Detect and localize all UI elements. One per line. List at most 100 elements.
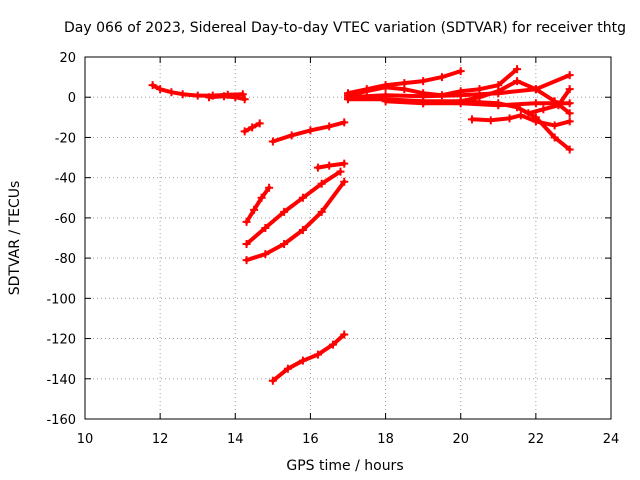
data-point xyxy=(381,83,390,92)
data-point xyxy=(193,91,202,100)
series-layer xyxy=(148,65,574,385)
y-tick-label: -40 xyxy=(55,172,76,187)
x-tick-label: 20 xyxy=(452,432,469,447)
data-point xyxy=(565,99,574,108)
data-point xyxy=(317,179,326,188)
data-point xyxy=(280,240,289,249)
data-point xyxy=(313,350,322,359)
data-point xyxy=(242,217,251,226)
x-tick-label: 10 xyxy=(77,432,94,447)
data-point xyxy=(268,137,277,146)
series-3 xyxy=(240,119,264,136)
data-point xyxy=(298,225,307,234)
data-point xyxy=(156,85,165,94)
data-point xyxy=(400,85,409,94)
series-5 xyxy=(242,167,345,249)
data-point xyxy=(178,90,187,99)
data-point xyxy=(231,93,240,102)
data-point xyxy=(565,109,574,118)
data-point xyxy=(280,207,289,216)
data-point xyxy=(505,114,514,123)
series-15 xyxy=(419,99,574,110)
data-point xyxy=(565,117,574,126)
series-16 xyxy=(467,111,574,130)
data-point xyxy=(317,207,326,216)
series-6 xyxy=(242,177,349,265)
data-point xyxy=(340,159,349,168)
data-point xyxy=(550,121,559,130)
data-point xyxy=(456,67,465,76)
y-tick-label: -100 xyxy=(46,292,76,307)
series-line xyxy=(526,87,572,116)
data-point xyxy=(467,115,476,124)
series-line xyxy=(270,120,347,144)
data-point xyxy=(475,93,484,102)
chart-title: Day 066 of 2023, Sidereal Day-to-day VTE… xyxy=(64,20,626,36)
data-point xyxy=(550,133,559,142)
data-point xyxy=(554,101,563,110)
y-tick-label: -140 xyxy=(46,373,76,388)
data-point xyxy=(240,127,249,136)
series-line xyxy=(244,179,347,263)
data-point xyxy=(220,92,229,101)
y-tick-label: -120 xyxy=(46,333,76,348)
series-line xyxy=(346,79,572,116)
y-tick-label: 20 xyxy=(59,51,76,66)
data-point xyxy=(328,340,337,349)
data-point xyxy=(456,99,465,108)
data-point xyxy=(381,97,390,106)
data-point xyxy=(539,105,548,114)
y-tick-labels: 20 0 -20 -40 -60 -80 -100 -120 -140 -160 xyxy=(46,51,76,428)
data-point xyxy=(325,122,334,131)
data-point xyxy=(524,109,533,118)
data-point xyxy=(204,93,213,102)
data-point xyxy=(298,356,307,365)
y-tick-label: -80 xyxy=(55,252,76,267)
series-line xyxy=(244,169,343,246)
data-point xyxy=(283,364,292,373)
data-point xyxy=(531,85,540,94)
data-point xyxy=(242,240,251,249)
data-point xyxy=(287,131,296,140)
x-tick-labels: 10 12 14 16 18 20 22 24 xyxy=(77,432,620,447)
data-point xyxy=(513,65,522,74)
x-tick-label: 22 xyxy=(528,432,545,447)
data-point xyxy=(340,330,349,339)
data-point xyxy=(494,87,503,96)
series-2 xyxy=(204,92,249,104)
data-point xyxy=(565,145,574,154)
data-point xyxy=(242,256,251,265)
data-point xyxy=(248,123,257,132)
data-point xyxy=(336,167,345,176)
series-line xyxy=(270,332,347,383)
data-point xyxy=(298,193,307,202)
data-point xyxy=(531,117,540,126)
data-point xyxy=(265,183,274,192)
x-tick-label: 24 xyxy=(603,432,620,447)
x-tick-label: 14 xyxy=(227,432,244,447)
data-point xyxy=(340,177,349,186)
data-point xyxy=(306,126,315,135)
data-point xyxy=(565,85,574,94)
data-point xyxy=(419,77,428,86)
data-point xyxy=(437,73,446,82)
data-point xyxy=(494,101,503,110)
data-point xyxy=(325,161,334,170)
data-point xyxy=(362,87,371,96)
data-point xyxy=(148,81,157,90)
data-point xyxy=(240,95,249,104)
data-point xyxy=(516,111,525,120)
series-line xyxy=(244,185,272,224)
data-point xyxy=(250,205,259,214)
data-point xyxy=(486,116,495,125)
x-tick-label: 18 xyxy=(377,432,394,447)
series-7 xyxy=(268,118,349,146)
series-4 xyxy=(242,183,274,226)
y-tick-label: 0 xyxy=(68,91,76,106)
series-17 xyxy=(524,85,574,118)
plot-frame xyxy=(84,56,612,420)
y-tick-label: -160 xyxy=(46,413,76,428)
data-point xyxy=(255,119,264,128)
y-axis-label: SDTVAR / TECUs xyxy=(7,181,23,296)
